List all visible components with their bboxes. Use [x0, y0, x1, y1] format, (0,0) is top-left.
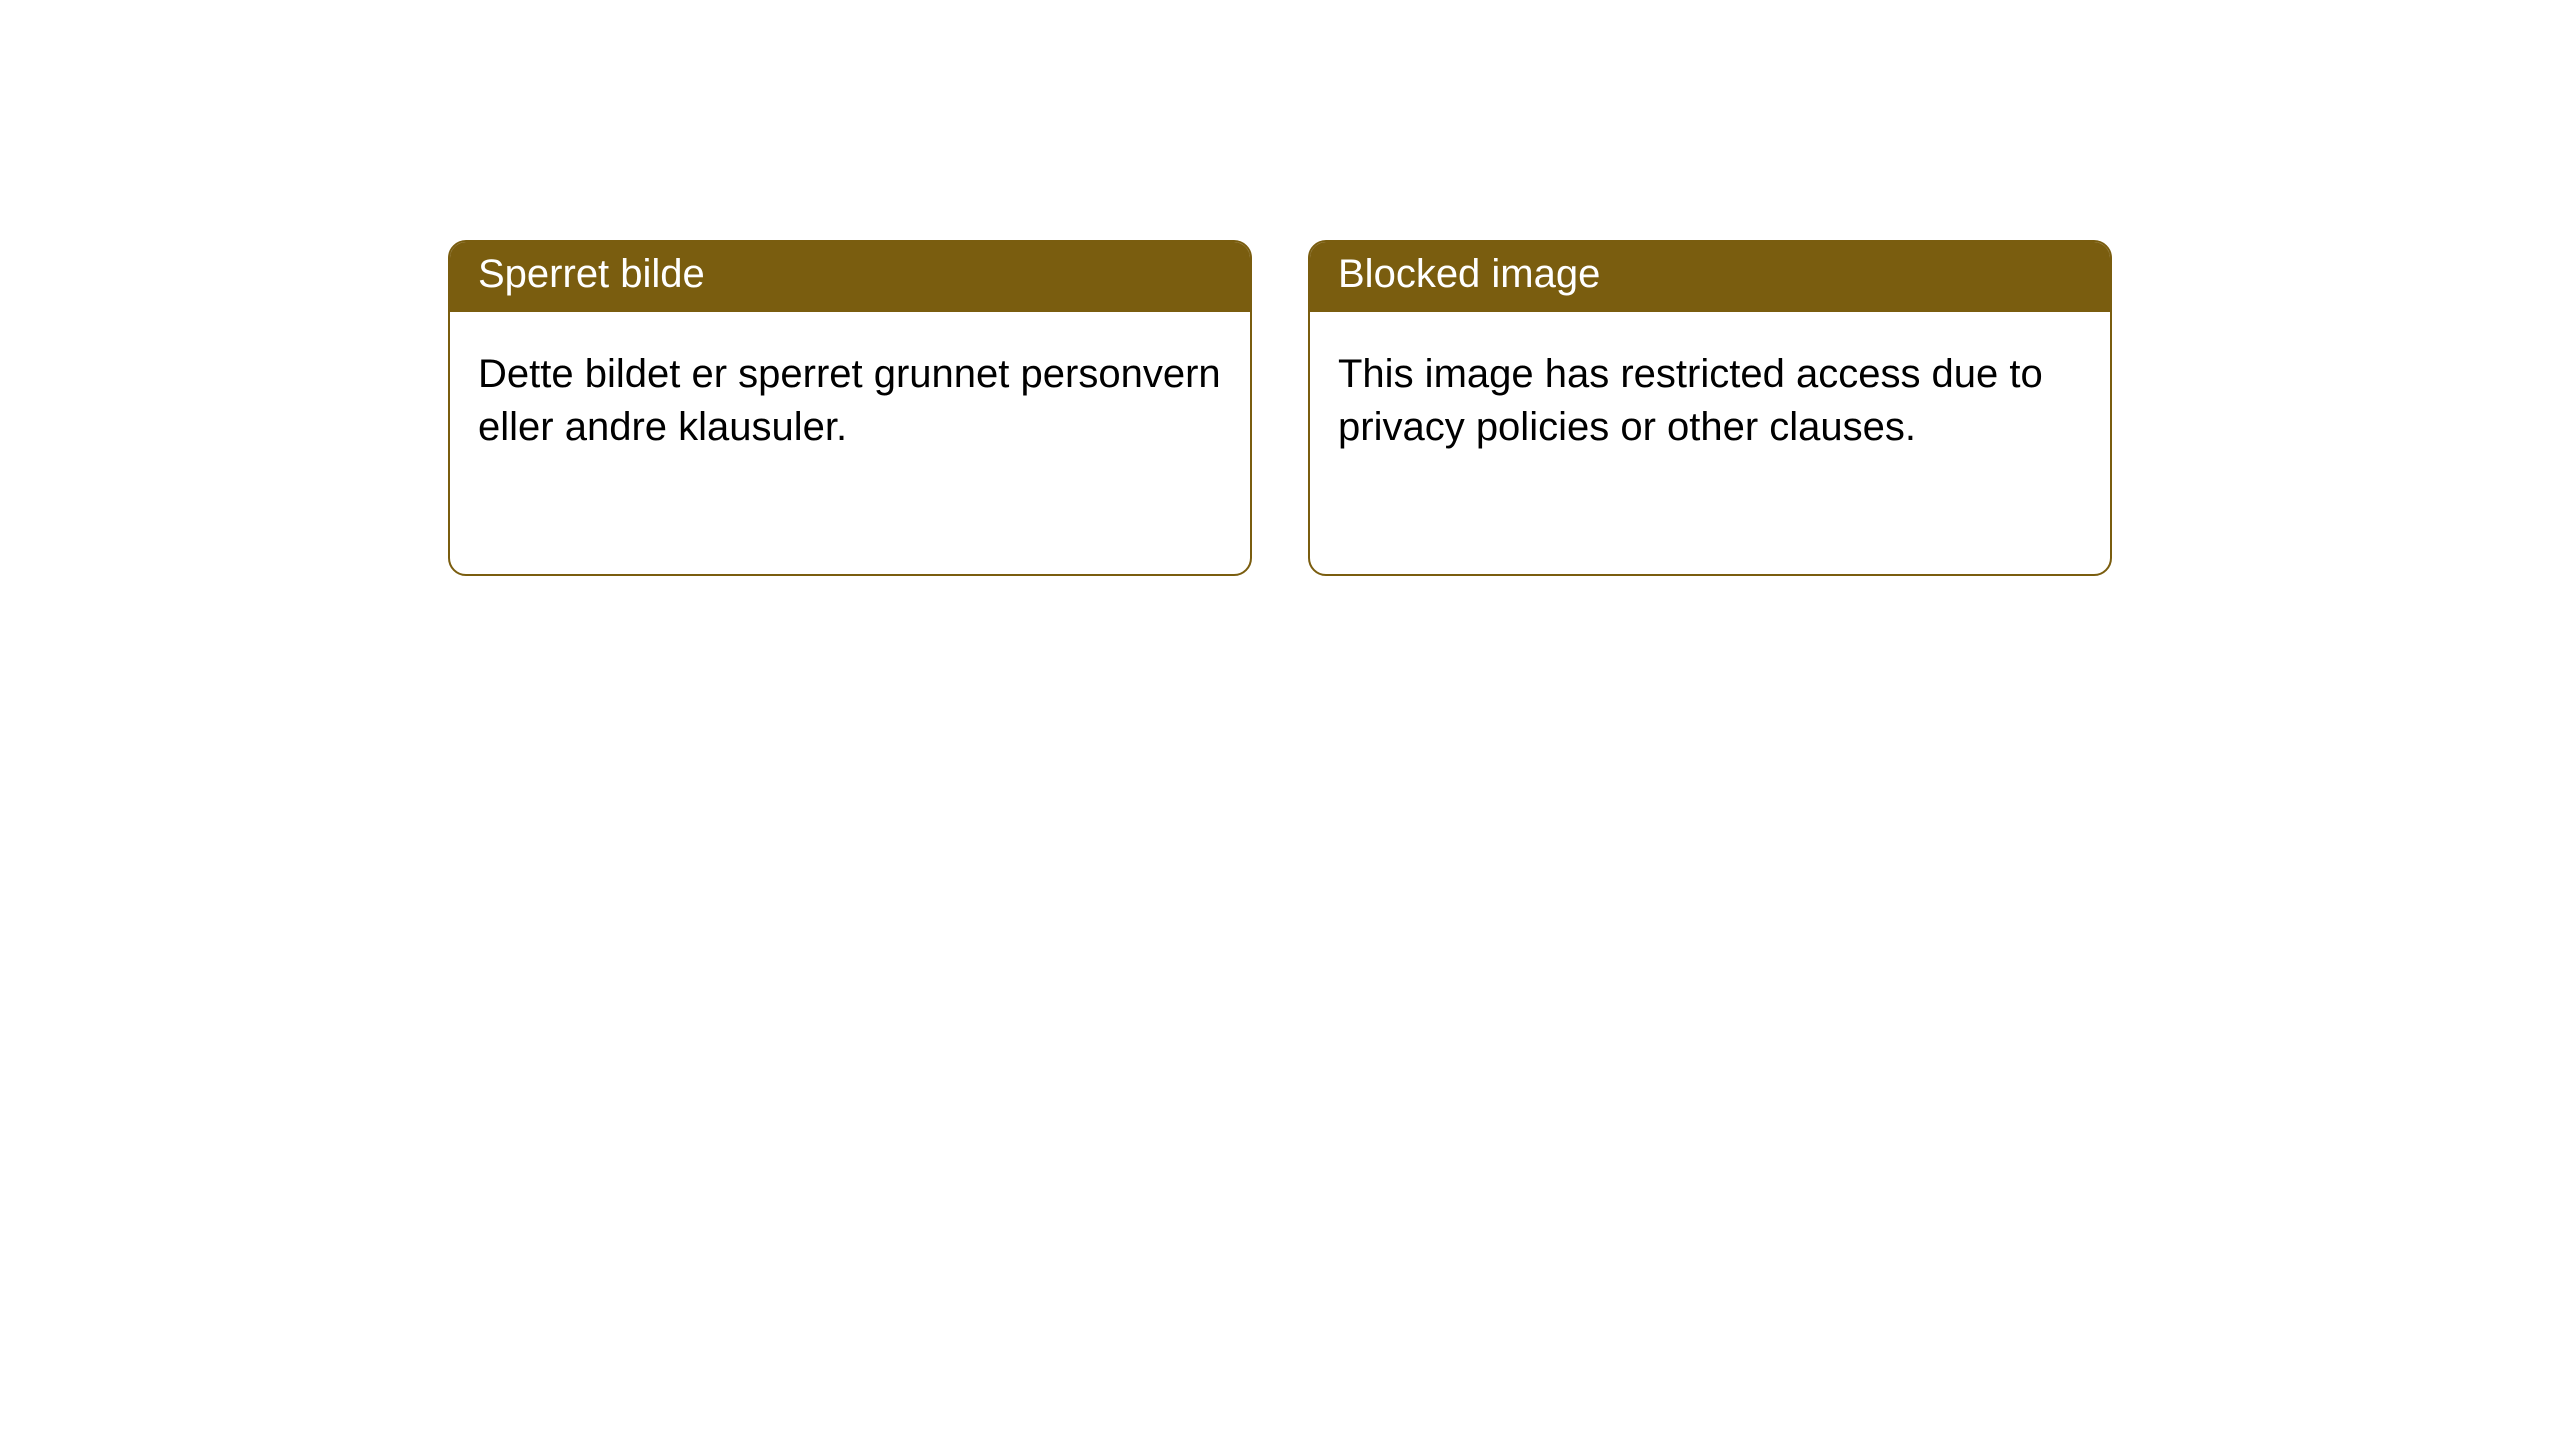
notice-header: Sperret bilde	[450, 242, 1250, 312]
notice-box-norwegian: Sperret bilde Dette bildet er sperret gr…	[448, 240, 1252, 576]
notice-box-english: Blocked image This image has restricted …	[1308, 240, 2112, 576]
notice-container: Sperret bilde Dette bildet er sperret gr…	[0, 0, 2560, 576]
notice-header: Blocked image	[1310, 242, 2110, 312]
notice-body: Dette bildet er sperret grunnet personve…	[450, 312, 1250, 482]
notice-body: This image has restricted access due to …	[1310, 312, 2110, 482]
